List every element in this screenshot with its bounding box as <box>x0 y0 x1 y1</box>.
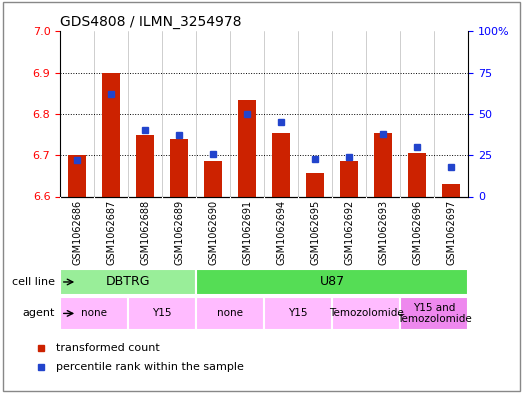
Text: GSM1062691: GSM1062691 <box>242 200 252 265</box>
Bar <box>340 162 358 196</box>
Bar <box>204 162 222 196</box>
Bar <box>128 297 196 330</box>
Text: U87: U87 <box>320 275 345 288</box>
Bar <box>60 269 196 295</box>
Text: Y15: Y15 <box>152 309 172 318</box>
Text: GSM1062689: GSM1062689 <box>174 200 184 265</box>
Bar <box>400 297 468 330</box>
Text: agent: agent <box>22 309 55 318</box>
Text: GSM1062690: GSM1062690 <box>208 200 218 265</box>
Text: Y15: Y15 <box>288 309 308 318</box>
Text: GSM1062697: GSM1062697 <box>446 200 456 265</box>
Text: GSM1062692: GSM1062692 <box>344 200 354 265</box>
Text: none: none <box>81 309 107 318</box>
Text: percentile rank within the sample: percentile rank within the sample <box>56 362 244 373</box>
Bar <box>408 153 426 196</box>
Text: GSM1062694: GSM1062694 <box>276 200 286 265</box>
Bar <box>238 99 256 196</box>
Bar <box>374 132 392 196</box>
Bar <box>332 297 400 330</box>
Text: GSM1062693: GSM1062693 <box>378 200 388 265</box>
Text: DBTRG: DBTRG <box>106 275 151 288</box>
Text: GDS4808 / ILMN_3254978: GDS4808 / ILMN_3254978 <box>60 15 242 29</box>
Text: none: none <box>217 309 243 318</box>
Text: GSM1062686: GSM1062686 <box>72 200 82 265</box>
Text: Temozolomide: Temozolomide <box>329 309 403 318</box>
Bar <box>306 173 324 196</box>
Bar <box>102 73 120 196</box>
Bar <box>442 184 460 196</box>
Bar <box>136 134 154 196</box>
Bar <box>60 297 128 330</box>
Text: GSM1062688: GSM1062688 <box>140 200 150 265</box>
Text: Y15 and
Temozolomide: Y15 and Temozolomide <box>397 303 471 324</box>
Bar <box>196 297 264 330</box>
Bar <box>196 269 468 295</box>
Text: GSM1062696: GSM1062696 <box>412 200 422 265</box>
Bar <box>68 155 86 196</box>
Text: GSM1062695: GSM1062695 <box>310 200 320 265</box>
Text: transformed count: transformed count <box>56 343 160 353</box>
Bar <box>264 297 332 330</box>
Bar <box>272 132 290 196</box>
Text: cell line: cell line <box>12 277 55 287</box>
Bar <box>170 139 188 196</box>
Text: GSM1062687: GSM1062687 <box>106 200 116 265</box>
